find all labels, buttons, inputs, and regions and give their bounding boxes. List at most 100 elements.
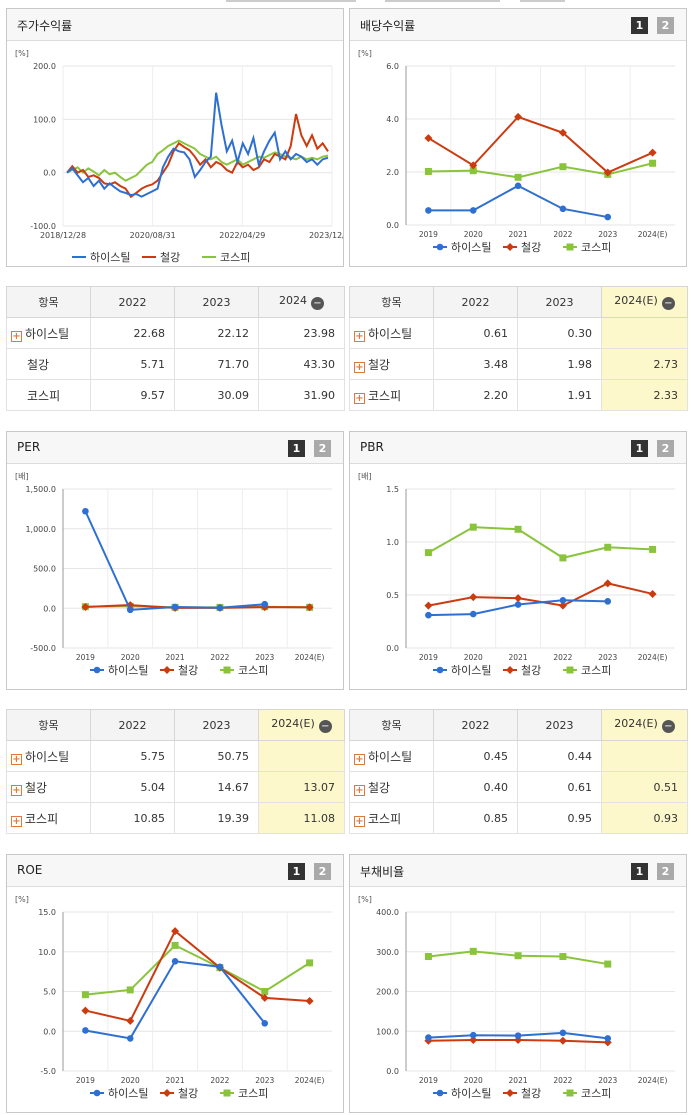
- table-row: + 코스피 2.20 1.91 2.33: [349, 379, 688, 411]
- data-point: [604, 598, 612, 605]
- row-name: 철강: [368, 780, 391, 795]
- data-point: [81, 1006, 90, 1015]
- legend-marker: [566, 243, 574, 251]
- legend-item: 철강: [503, 241, 541, 254]
- x-tick-label: 2024(E): [295, 653, 325, 662]
- expand-plus-icon[interactable]: +: [354, 753, 365, 765]
- table-header-row: 항목 2022 2023 2024(E) −: [349, 286, 688, 318]
- roe-chart-panel: ROE 1 2 [%] 15.0 10.0 5.0 0.0 -5.0 2019 2020 2021 20…: [6, 854, 344, 1113]
- expand-plus-icon[interactable]: +: [11, 753, 22, 765]
- expand-plus-icon[interactable]: +: [354, 815, 365, 827]
- y-tick-label: 0.0: [386, 1067, 399, 1076]
- view-1-button[interactable]: 1: [631, 17, 648, 34]
- panel-title: PBR: [360, 440, 384, 454]
- column-header: 2024(E) −: [601, 709, 688, 741]
- data-point: [649, 159, 657, 167]
- series-line: [428, 184, 608, 219]
- x-tick-label: 2020: [121, 653, 140, 662]
- expand-plus-icon[interactable]: +: [354, 330, 365, 342]
- data-point: [171, 957, 179, 965]
- table-row: 철강 5.71 71.70 43.30: [6, 348, 345, 380]
- row-name: 철강: [25, 780, 48, 795]
- legend-item: 코스피: [220, 1087, 268, 1100]
- series-line: [85, 929, 310, 1023]
- view-2-button[interactable]: 2: [657, 17, 674, 34]
- data-point: [558, 601, 567, 610]
- value-cell: 0.51: [601, 771, 688, 803]
- data-point: [469, 167, 477, 175]
- view-1-button[interactable]: 1: [631, 440, 648, 457]
- value-cell: 71.70: [174, 348, 259, 380]
- pbr-table: 항목 2022 2023 2024(E) − + 하이스틸 0.45 0.44 + 철강 0.40 0.…: [349, 709, 688, 834]
- view-2-button[interactable]: 2: [657, 863, 674, 880]
- data-point: [559, 205, 567, 213]
- collapse-minus-icon[interactable]: −: [311, 297, 324, 310]
- panel-header: 부채비율 1 2: [350, 855, 686, 887]
- data-point: [603, 168, 612, 177]
- y-tick-label: -100.0: [30, 222, 56, 231]
- collapse-minus-icon[interactable]: −: [661, 297, 675, 310]
- top-strip-2: [385, 0, 500, 2]
- data-point: [514, 594, 523, 603]
- data-point: [559, 1029, 567, 1037]
- table-row: + 하이스틸 22.68 22.12 23.98: [6, 317, 345, 349]
- value-cell: 0.93: [601, 802, 688, 834]
- x-tick-label: 2024(E): [638, 1076, 668, 1085]
- data-point: [425, 207, 432, 214]
- column-header: 2022: [433, 286, 518, 318]
- legend-item: 철강: [160, 1087, 198, 1100]
- value-cell: 19.39: [174, 802, 259, 834]
- collapse-minus-icon[interactable]: −: [318, 720, 332, 733]
- series-line: [427, 526, 653, 559]
- div-table: 항목 2022 2023 2024(E) − + 하이스틸 0.61 0.30 + 철강 3.48 1.…: [349, 286, 688, 411]
- debt-chart-panel: 부채비율 1 2 [%] 400.0 300.0 200.0 100.0 0.0 2019 2020…: [349, 854, 687, 1113]
- expand-plus-icon[interactable]: +: [11, 815, 22, 827]
- panel-header: PBR 1 2: [350, 432, 686, 464]
- value-cell: 2.20: [433, 379, 518, 411]
- view-1-button[interactable]: 1: [288, 440, 305, 457]
- expand-plus-icon[interactable]: +: [354, 392, 365, 404]
- data-point: [648, 589, 657, 598]
- legend-marker: [93, 1089, 101, 1097]
- data-point: [514, 112, 523, 121]
- expand-plus-icon[interactable]: +: [354, 361, 365, 373]
- value-cell: 1.98: [517, 348, 602, 380]
- data-point: [425, 611, 432, 619]
- row-name-cell: + 철강: [349, 348, 434, 380]
- panel-header: 주가수익률: [7, 9, 343, 41]
- table-row: + 철강 3.48 1.98 2.73: [349, 348, 688, 380]
- x-tick-label: 2021: [509, 1076, 528, 1085]
- data-point: [514, 525, 522, 533]
- legend-item: 하이스틸: [90, 1086, 148, 1100]
- value-cell: 9.57: [90, 379, 175, 411]
- legend-label: 코스피: [581, 1087, 611, 1100]
- unit-label: [%]: [358, 49, 372, 58]
- y-tick-label: 5.0: [43, 988, 56, 997]
- expand-plus-icon[interactable]: +: [354, 784, 365, 796]
- legend-item: 하이스틸: [433, 663, 491, 677]
- expand-plus-icon[interactable]: +: [11, 330, 22, 342]
- expand-plus-icon[interactable]: +: [11, 784, 22, 796]
- view-2-button[interactable]: 2: [314, 863, 331, 880]
- x-tick-label: 2020/08/31: [130, 231, 176, 240]
- view-1-button[interactable]: 1: [631, 863, 648, 880]
- legend-item: 코스피: [563, 241, 611, 254]
- column-header: 항목: [349, 286, 434, 318]
- legend-item: 코스피: [563, 1087, 611, 1100]
- row-name-cell: + 철강: [6, 771, 91, 803]
- legend-label: 코스피: [581, 241, 611, 254]
- view-2-button[interactable]: 2: [657, 440, 674, 457]
- legend-label: 철강: [521, 241, 541, 254]
- table-row: + 코스피 10.85 19.39 11.08: [6, 802, 345, 834]
- collapse-minus-icon[interactable]: −: [661, 720, 675, 733]
- value-cell: 0.45: [433, 740, 518, 772]
- legend-item: 하이스틸: [90, 663, 148, 677]
- y-tick-label: 15.0: [38, 908, 56, 917]
- view-2-button[interactable]: 2: [314, 440, 331, 457]
- stock-table: 항목 2022 2023 2024− + 하이스틸 22.68 22.12 23.98 철강 5.7…: [6, 286, 345, 411]
- column-header: 2024(E) −: [601, 286, 688, 318]
- column-header: 2023: [517, 286, 602, 318]
- legend-label: 철강: [178, 1087, 198, 1100]
- value-cell: 5.04: [90, 771, 175, 803]
- view-1-button[interactable]: 1: [288, 863, 305, 880]
